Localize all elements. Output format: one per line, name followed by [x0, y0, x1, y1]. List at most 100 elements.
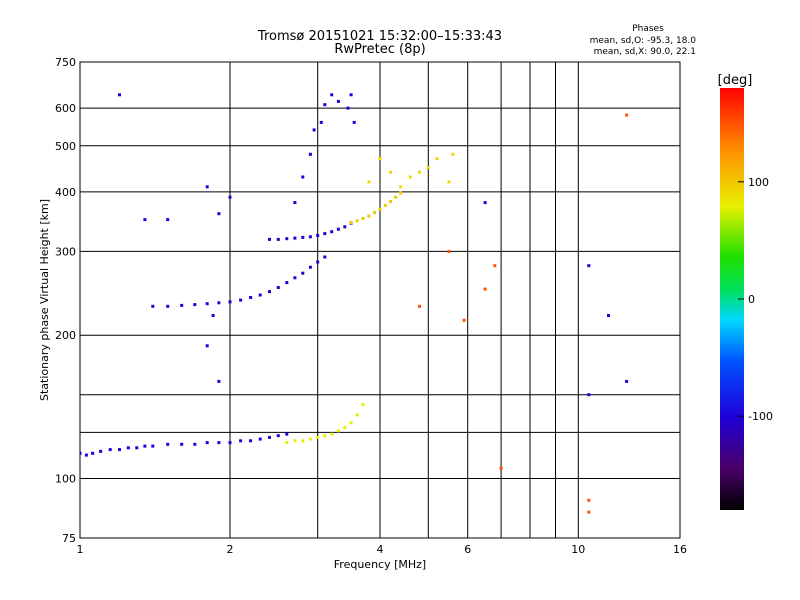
- chart-subtitle: RwPretec (8p): [334, 42, 425, 57]
- y-tick-labels: 75 100 200 300 400 500 600 750: [55, 56, 76, 545]
- data-point: [118, 93, 121, 97]
- stats-line-x: mean, sd,X: 90.0, 22.1: [594, 47, 696, 57]
- data-point: [336, 227, 340, 231]
- data-point: [355, 413, 359, 417]
- data-point: [418, 304, 421, 308]
- data-point: [343, 225, 347, 229]
- data-point: [301, 271, 305, 275]
- y-tick-label: 400: [55, 186, 76, 199]
- data-point: [625, 379, 629, 383]
- data-point: [205, 344, 209, 348]
- data-point: [316, 234, 320, 237]
- data-point: [330, 230, 334, 234]
- data-point: [308, 265, 312, 269]
- data-point: [301, 175, 305, 179]
- data-point: [346, 106, 350, 110]
- data-point: [285, 441, 289, 445]
- data-point: [343, 426, 347, 429]
- data-point: [394, 195, 398, 199]
- x-tick-label: 2: [227, 543, 234, 556]
- data-point: [319, 120, 323, 124]
- x-tick-label: 4: [377, 543, 384, 556]
- data-point: [389, 170, 393, 174]
- data-point: [399, 185, 403, 189]
- data-point: [447, 249, 451, 253]
- data-point: [249, 296, 253, 299]
- data-point: [217, 379, 221, 383]
- data-point: [118, 448, 121, 452]
- data-point: [276, 286, 280, 289]
- data-point: [301, 439, 305, 443]
- data-point: [323, 232, 327, 236]
- data-point: [361, 403, 365, 407]
- data-point: [587, 510, 591, 514]
- data-point: [352, 120, 356, 124]
- data-point: [330, 432, 334, 436]
- data-point: [217, 301, 221, 305]
- data-point: [316, 260, 320, 264]
- data-point: [80, 451, 82, 455]
- data-point: [276, 237, 280, 241]
- data-point: [211, 314, 215, 317]
- y-tick-label: 200: [55, 329, 76, 342]
- data-point: [285, 237, 289, 241]
- stats-heading: Phases: [632, 24, 664, 34]
- data-point: [180, 442, 184, 446]
- data-point: [451, 152, 455, 156]
- colorbar-tick-label: 0: [748, 293, 755, 306]
- data-point: [143, 218, 147, 222]
- data-point: [378, 157, 382, 161]
- data-point: [312, 128, 316, 132]
- data-point: [293, 236, 297, 240]
- data-point: [349, 93, 353, 97]
- data-point: [399, 191, 403, 195]
- data-point: [426, 166, 430, 170]
- data-point: [108, 448, 112, 452]
- data-point: [625, 113, 629, 117]
- data-point: [276, 434, 280, 438]
- data-point: [217, 212, 221, 216]
- data-point: [378, 207, 382, 211]
- data-point: [373, 211, 376, 215]
- x-tick-labels: 1 2 4 6 10 16: [77, 543, 688, 556]
- data-point: [91, 451, 95, 455]
- y-tick-label: 300: [55, 245, 76, 258]
- x-axis-label: Frequency [MHz]: [334, 558, 426, 571]
- data-point: [308, 152, 312, 156]
- data-point: [323, 434, 327, 438]
- y-tick-label: 75: [62, 532, 76, 545]
- data-point: [389, 200, 393, 203]
- data-point: [367, 214, 371, 218]
- data-point: [217, 441, 221, 445]
- data-point: [355, 219, 359, 223]
- data-point: [447, 180, 451, 184]
- data-point: [135, 446, 139, 450]
- chart-title: Tromsø 20151021 15:32:00–15:33:43: [257, 29, 502, 44]
- data-point: [205, 302, 209, 306]
- x-tick-label: 6: [464, 543, 471, 556]
- data-point: [323, 103, 327, 107]
- data-point: [166, 218, 170, 222]
- grid-lines: [80, 62, 680, 538]
- colorbar-ticks: 100 0 -100: [738, 176, 773, 423]
- data-point: [285, 281, 289, 285]
- data-point: [166, 442, 170, 446]
- data-point: [99, 449, 103, 453]
- data-point: [285, 432, 289, 436]
- data-point: [308, 235, 312, 239]
- stats-line-o: mean, sd,O: -95.3, 18.0: [590, 36, 697, 46]
- data-point: [228, 195, 232, 199]
- data-point: [193, 303, 197, 307]
- data-point: [462, 318, 466, 322]
- data-point: [193, 442, 197, 446]
- y-axis-label: Stationary phase Virtual Height [km]: [38, 199, 51, 401]
- data-point: [126, 446, 130, 450]
- data-point: [336, 99, 340, 103]
- data-point: [330, 93, 334, 97]
- y-tick-label: 750: [55, 56, 76, 69]
- data-point: [258, 437, 262, 441]
- x-tick-label: 10: [571, 543, 585, 556]
- data-point: [336, 429, 340, 433]
- data-point: [367, 180, 371, 184]
